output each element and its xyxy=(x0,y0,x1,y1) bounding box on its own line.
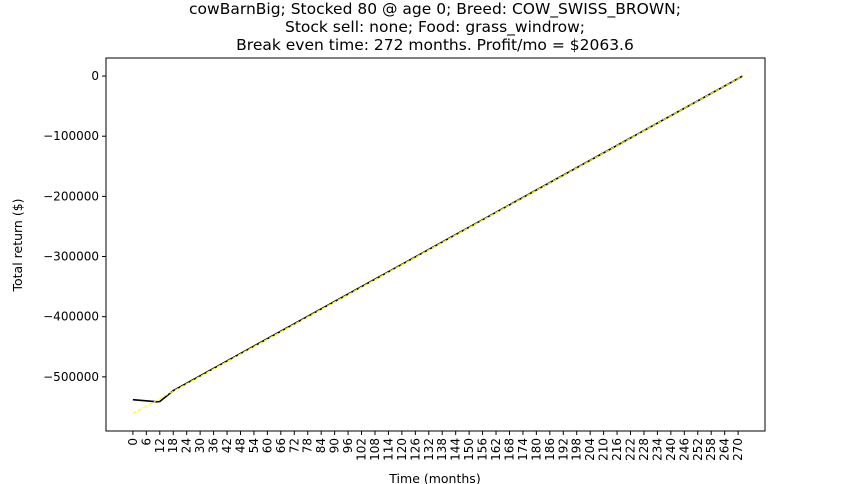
x-tick-label: 186 xyxy=(543,438,557,461)
x-tick-label: 126 xyxy=(408,438,422,461)
x-tick-label: 24 xyxy=(180,438,194,453)
x-tick-label: 54 xyxy=(247,438,261,453)
x-tick-label: 156 xyxy=(476,438,490,461)
x-tick-label: 78 xyxy=(301,438,315,453)
chart-title-line-3: Break even time: 272 months. Profit/mo =… xyxy=(236,36,634,54)
x-tick-label: 222 xyxy=(624,438,638,461)
chart-title: cowBarnBig; Stocked 80 @ age 0; Breed: C… xyxy=(189,0,681,54)
x-axis-label: Time (months) xyxy=(388,471,480,484)
y-tick-label: −100000 xyxy=(43,129,99,143)
plot-area-frame xyxy=(105,57,766,432)
x-tick-label: 108 xyxy=(368,438,382,461)
x-tick-label: 270 xyxy=(731,438,745,461)
series-layer xyxy=(132,75,743,414)
x-tick-label: 66 xyxy=(274,438,288,453)
x-tick-label: 144 xyxy=(449,438,463,461)
x-tick-label: 180 xyxy=(529,438,543,461)
x-tick-label: 48 xyxy=(233,438,247,453)
x-tick-label: 0 xyxy=(126,438,140,446)
x-tick-label: 192 xyxy=(556,438,570,461)
x-tick-label: 132 xyxy=(422,438,436,461)
y-tick-label: −400000 xyxy=(43,310,99,324)
x-tick-label: 102 xyxy=(355,438,369,461)
x-tick-label: 42 xyxy=(220,438,234,453)
x-tick-label: 60 xyxy=(260,438,274,453)
x-tick-label: 246 xyxy=(677,438,691,461)
chart-title-line-2: Stock sell: none; Food: grass_windrow; xyxy=(285,18,585,37)
x-tick-label: 264 xyxy=(718,438,732,461)
y-tick-label: −300000 xyxy=(43,250,99,264)
x-tick-label: 138 xyxy=(435,438,449,461)
x-tick-label: 120 xyxy=(395,438,409,461)
x-tick-label: 12 xyxy=(153,438,167,453)
y-tick-label: −500000 xyxy=(43,370,99,384)
x-axis: 0 6 12 18 24 30 36 42 48 54 60 66 72 78 84 90 96 102 108 11… xyxy=(126,431,745,461)
x-tick-label: 30 xyxy=(193,438,207,453)
series-line-1 xyxy=(132,75,743,403)
x-tick-label: 216 xyxy=(610,438,624,461)
x-tick-label: 162 xyxy=(489,438,503,461)
x-tick-label: 204 xyxy=(583,438,597,461)
chart-title-line-1: cowBarnBig; Stocked 80 @ age 0; Breed: C… xyxy=(189,0,681,19)
x-tick-label: 210 xyxy=(597,438,611,461)
x-tick-label: 36 xyxy=(207,438,221,453)
y-axis-label: Total return ($) xyxy=(10,198,25,292)
x-tick-label: 18 xyxy=(166,438,180,453)
y-axis: 0 −100000 −200000 −300000 −400000 −500000 xyxy=(43,69,106,384)
x-tick-label: 174 xyxy=(516,438,530,461)
x-tick-label: 228 xyxy=(637,438,651,461)
x-tick-label: 90 xyxy=(328,438,342,453)
y-tick-label: 0 xyxy=(91,69,99,83)
x-tick-label: 240 xyxy=(664,438,678,461)
x-tick-label: 258 xyxy=(704,438,718,461)
y-tick-label: −200000 xyxy=(43,189,99,203)
x-tick-label: 114 xyxy=(381,438,395,461)
x-tick-label: 84 xyxy=(314,438,328,453)
x-tick-label: 234 xyxy=(650,438,664,461)
x-tick-label: 150 xyxy=(462,438,476,461)
x-tick-label: 168 xyxy=(502,438,516,461)
series-line-2 xyxy=(132,75,743,414)
x-tick-label: 72 xyxy=(287,438,301,453)
x-tick-label: 6 xyxy=(139,438,153,446)
x-tick-label: 96 xyxy=(341,438,355,453)
x-tick-label: 198 xyxy=(570,438,584,461)
x-tick-label: 252 xyxy=(691,438,705,461)
